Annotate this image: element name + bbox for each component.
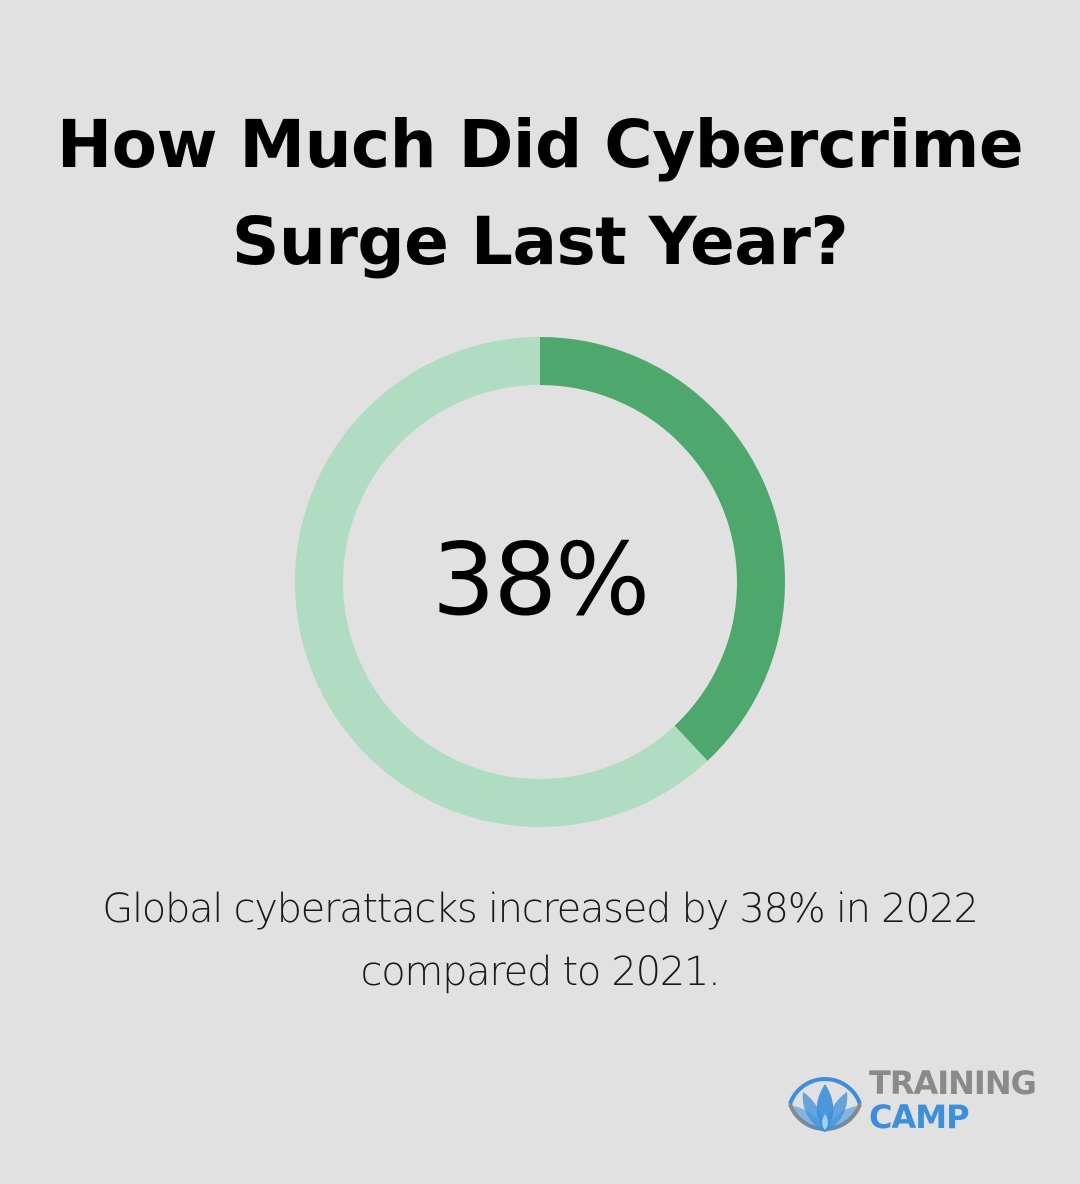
logo-text: TRAINING CAMP bbox=[869, 1064, 1037, 1136]
title-line-2: Surge Last Year? bbox=[231, 203, 849, 280]
lotus-circle-icon bbox=[788, 1077, 862, 1132]
title-line-1: How Much Did Cybercrime bbox=[56, 106, 1024, 183]
donut-filled-arc bbox=[295, 337, 785, 827]
logo-line-1: TRAINING bbox=[869, 1064, 1037, 1102]
caption-line-2: compared to 2021. bbox=[360, 949, 721, 995]
caption-line-1: Global cyberattacks increased by 38% in … bbox=[102, 886, 979, 932]
logo-line-2: CAMP bbox=[869, 1098, 970, 1136]
page-title: How Much Did Cybercrime Surge Last Year? bbox=[0, 96, 1080, 290]
donut-chart bbox=[295, 337, 785, 827]
training-camp-logo: TRAINING CAMP bbox=[785, 1062, 1045, 1148]
donut-center-value: 38% bbox=[431, 521, 650, 638]
caption: Global cyberattacks increased by 38% in … bbox=[0, 878, 1080, 1004]
